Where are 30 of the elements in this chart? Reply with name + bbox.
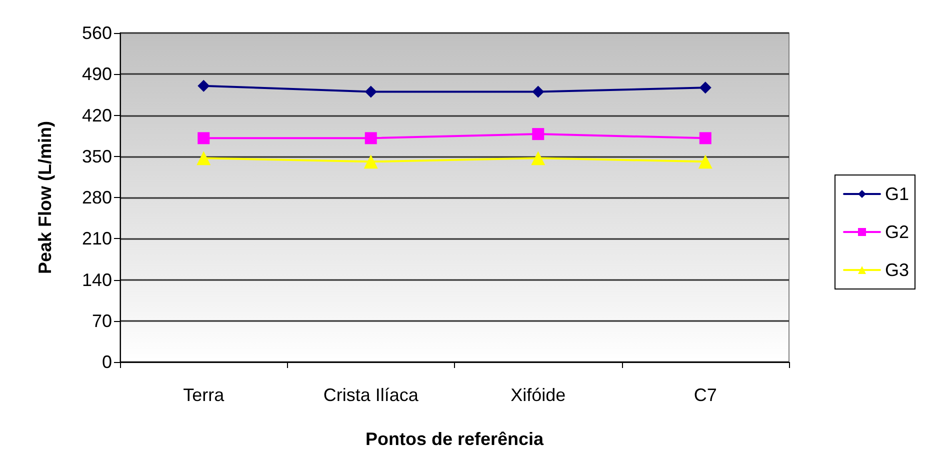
y-tick-label: 560 (82, 23, 112, 43)
point (699, 132, 712, 144)
y-tick-label: 420 (82, 105, 112, 126)
y-tick-label: 490 (82, 64, 112, 84)
point (531, 151, 546, 166)
legend-label: G1 (884, 184, 910, 204)
point (698, 154, 712, 169)
x-tick-label: Crista Ilíaca (323, 385, 420, 405)
x-tick-label: Terra (183, 385, 226, 405)
y-tick-label: 350 (82, 146, 112, 166)
y-tick-label: 140 (82, 270, 112, 290)
point (196, 151, 211, 166)
y-tick-label: 210 (82, 228, 112, 249)
y-tick-label: 280 (82, 188, 112, 208)
point (532, 86, 544, 98)
point (198, 80, 210, 92)
x-axis-title: Pontos de referência (365, 429, 545, 449)
point (364, 132, 377, 144)
point (364, 86, 377, 98)
point (532, 128, 544, 140)
legend-label: G3 (884, 260, 910, 280)
x-tick-label: C7 (694, 385, 717, 405)
point (699, 82, 712, 94)
y-axis-title: Peak Flow (L/min) (35, 120, 55, 274)
x-tick-label: Xifóide (510, 385, 566, 405)
y-tick-label: 0 (102, 352, 112, 372)
point (198, 132, 210, 144)
y-tick-label: 70 (92, 310, 112, 331)
legend-label: G2 (884, 222, 910, 242)
point (364, 154, 378, 169)
